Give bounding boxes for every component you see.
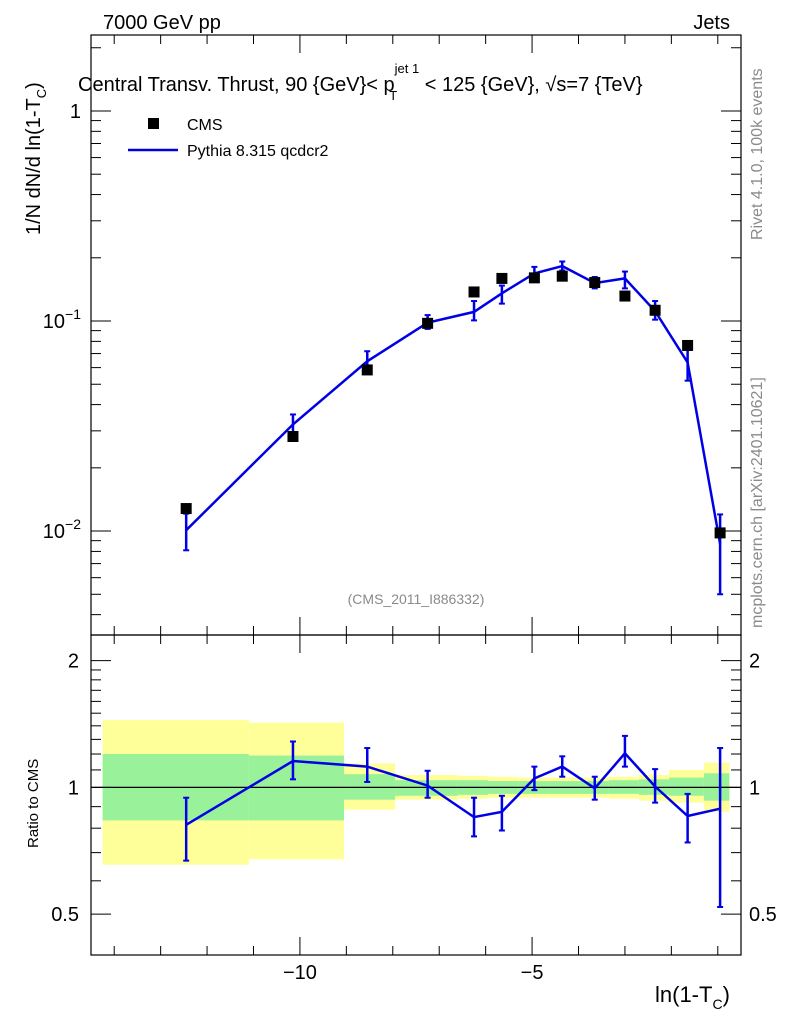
mcplots-label: mcplots.cern.ch [arXiv:2401.10621] <box>749 377 766 628</box>
ratio-plot: −10 −5 0.5 0.5 1 1 2 2 <box>51 634 777 984</box>
ratio-y-tick-label: 2 <box>749 651 760 673</box>
cms-data-point <box>528 272 540 284</box>
ratio-y-tick-label: 1 <box>68 777 79 799</box>
ratio-axis-title: Ratio to CMS <box>25 759 42 848</box>
cms-data-point <box>180 503 192 515</box>
plot-title: Central Transv. Thrust, 90 {GeV}< pjet 1… <box>78 61 643 103</box>
ratio-y-tick-label: 1 <box>749 777 760 799</box>
title-sqrt: √s <box>545 74 566 96</box>
ratio-band-inner <box>669 777 704 796</box>
cms-data-point <box>422 317 434 329</box>
x-axis-title: ln(1-TC) <box>655 982 730 1012</box>
ratio-frame <box>90 634 742 956</box>
title-sup: jet 1 <box>394 61 420 76</box>
title-part-b: < 125 {GeV}, <box>419 74 545 96</box>
y-tick-label: 10−2 <box>43 516 81 543</box>
mc-line <box>185 264 722 545</box>
rivet-label: Rivet 4.1.0, 100k events <box>749 68 766 240</box>
y-tick-label: 1 <box>70 101 81 123</box>
cms-data-point <box>556 270 568 282</box>
cms-data-point <box>714 527 726 539</box>
cms-data-point <box>287 430 299 442</box>
cms-data-point <box>649 304 661 316</box>
cms-data-point <box>496 272 508 284</box>
main-plot: 10−2 10−1 1 <box>43 34 742 636</box>
y-tick-label: 10−1 <box>43 306 81 333</box>
cms-data-point <box>361 364 373 376</box>
x-tick-label: −5 <box>521 962 544 984</box>
title-part-c: =7 {TeV} <box>566 74 643 96</box>
title-part-a: Central Transv. Thrust, 90 {GeV}< p <box>78 74 395 96</box>
cms-data-point <box>589 277 601 289</box>
y-axis-title: 1/N dN/d ln(1-TC) <box>23 82 49 235</box>
analysis-watermark: (CMS_2011_I886332) <box>348 591 485 607</box>
ratio-y-tick-label: 0.5 <box>51 904 79 926</box>
x-tick-label: −10 <box>283 962 317 984</box>
cms-data-point <box>619 290 631 302</box>
ratio-y-tick-label: 0.5 <box>749 904 777 926</box>
process-label: Jets <box>693 12 730 34</box>
cms-data-point <box>468 286 480 298</box>
title-sub: T <box>389 88 397 103</box>
cms-data-point <box>682 339 694 351</box>
energy-label: 7000 GeV pp <box>103 12 221 34</box>
legend-cms-marker <box>148 118 159 129</box>
legend-cms-label: CMS <box>187 117 223 134</box>
legend-mc-label: Pythia 8.315 qcdcr2 <box>187 143 329 160</box>
ratio-y-tick-label: 2 <box>68 651 79 673</box>
